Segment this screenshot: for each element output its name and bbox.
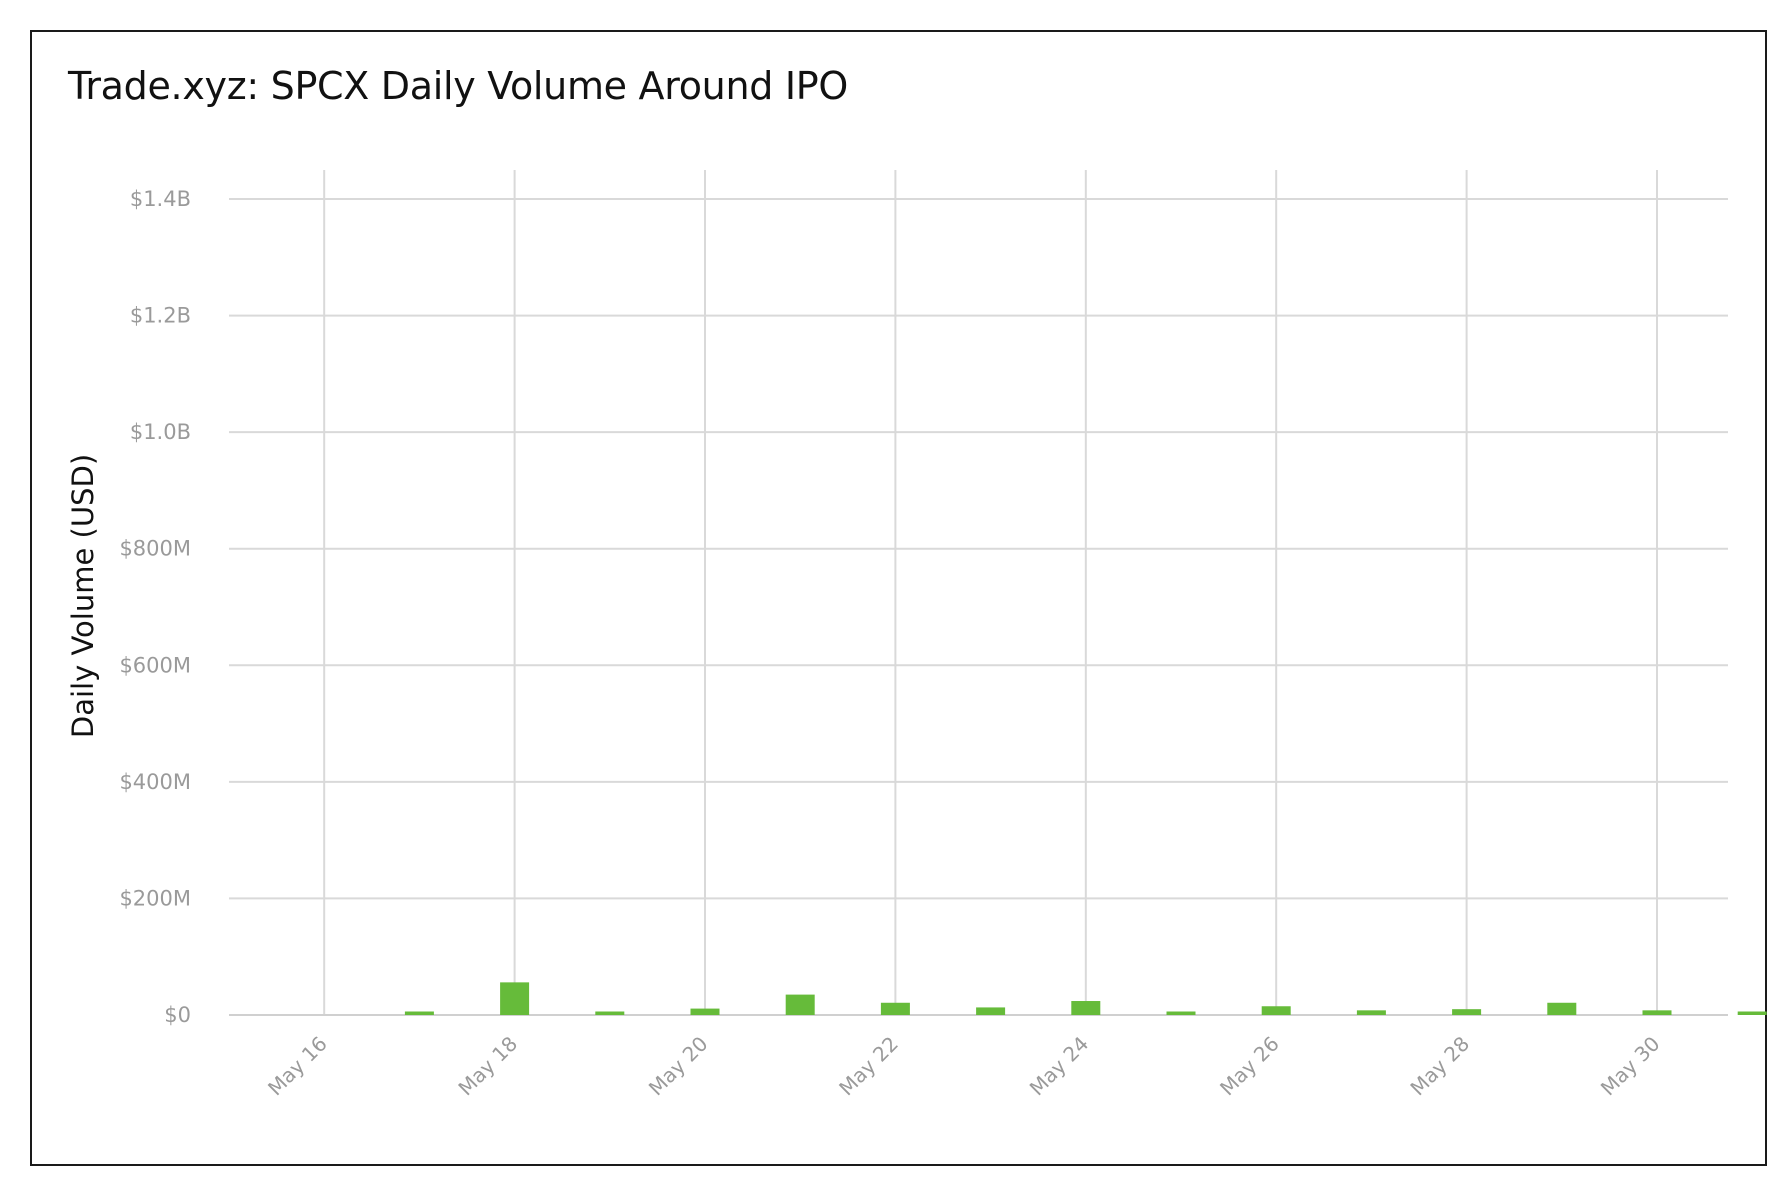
chart-frame [30, 30, 1767, 1166]
bar [1547, 1002, 1577, 1015]
x-tick-label: May 16 [263, 1032, 332, 1101]
y-tick-label: $1.0B [130, 420, 191, 444]
y-tick-label: $0 [164, 1003, 191, 1027]
bar [1737, 1011, 1767, 1015]
y-tick-label: $1.2B [130, 304, 191, 328]
bar [1166, 1011, 1196, 1015]
bar [1071, 1001, 1101, 1015]
bars [404, 982, 1767, 1015]
bar [595, 1011, 625, 1015]
bar [785, 994, 815, 1015]
bar [976, 1007, 1006, 1015]
x-tick-label: May 22 [834, 1032, 903, 1101]
bar [1356, 1010, 1386, 1015]
y-tick-label: $200M [119, 886, 191, 910]
bar [1261, 1006, 1291, 1015]
bar [500, 982, 530, 1015]
x-tick-label: May 28 [1405, 1032, 1474, 1101]
bar [404, 1011, 434, 1015]
y-tick-label: $600M [119, 653, 191, 677]
x-tick-label: May 30 [1596, 1032, 1665, 1101]
bar [690, 1008, 720, 1015]
x-tick-label: May 26 [1215, 1032, 1284, 1101]
x-tick-label: May 20 [644, 1032, 713, 1101]
grid-lines [229, 170, 1728, 1016]
y-tick-label: $1.4B [130, 187, 191, 211]
chart-title: Trade.xyz: SPCX Daily Volume Around IPO [68, 64, 848, 108]
y-tick-label: $800M [119, 537, 191, 561]
x-axis-ticks: May 16 May 18 May 20 May 22 May 24 May 26 May … [263, 1032, 1792, 1101]
y-axis-ticks: $0 $200M $400M $600M $800M $1.0B $1.2B $1.4B [119, 187, 191, 1027]
bar [1642, 1010, 1672, 1015]
x-tick-label: May 18 [453, 1032, 522, 1101]
x-tick-label: May 24 [1025, 1032, 1094, 1101]
y-axis-title: Daily Volume (USD) [66, 454, 100, 738]
bar [880, 1002, 910, 1015]
y-tick-label: $400M [119, 770, 191, 794]
bar [1452, 1009, 1482, 1015]
